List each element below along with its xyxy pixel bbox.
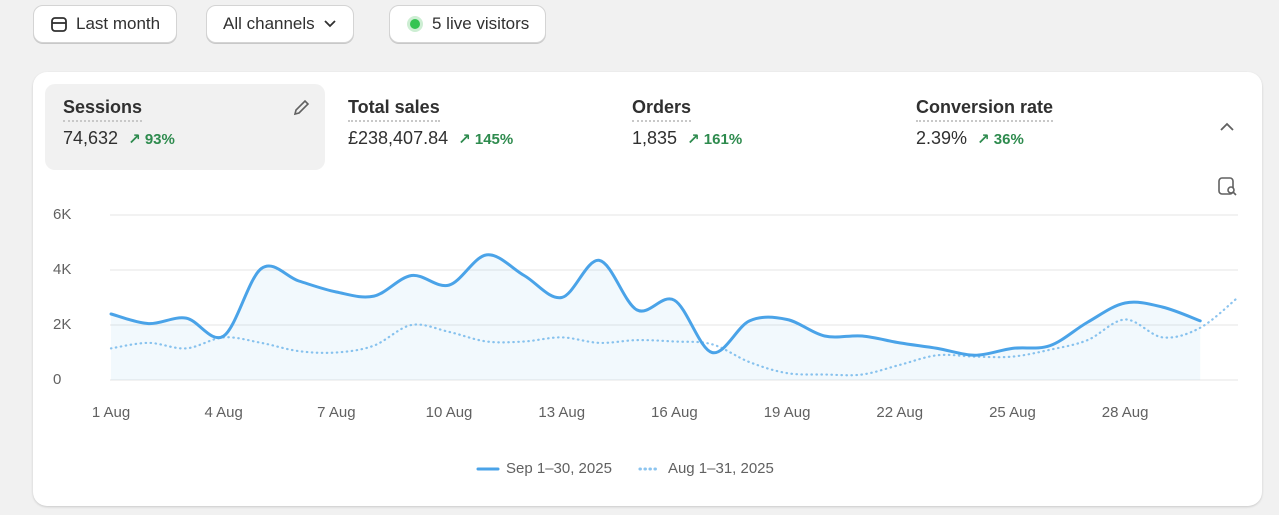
x-tick-label: 19 Aug — [764, 404, 811, 421]
metric-change-value: 161% — [703, 130, 743, 148]
live-visitors-label: 5 live visitors — [432, 14, 530, 33]
chevron-down — [324, 20, 336, 28]
y-tick-label: 0 — [53, 371, 61, 388]
channels-button[interactable]: All channels — [206, 5, 354, 43]
edit-icon[interactable] — [291, 98, 311, 118]
metric-change: ↗ 145% — [458, 130, 514, 148]
y-tick-label: 2K — [53, 316, 71, 333]
x-tick-label: 22 Aug — [876, 404, 923, 421]
x-tick-label: 28 Aug — [1102, 404, 1149, 421]
metric-tile[interactable]: Total sales £238,407.84 ↗ 145% — [330, 84, 610, 170]
metric-value: 1,835 — [632, 128, 678, 148]
calendar-icon — [51, 17, 67, 32]
x-tick-label: 4 Aug — [204, 404, 242, 421]
collapse-chevron[interactable] — [1218, 120, 1236, 134]
legend-label: Aug 1–31, 2025 — [668, 460, 774, 477]
metric-change: ↗ 36% — [977, 130, 1024, 148]
series-area — [111, 254, 1201, 380]
metric-tile[interactable]: Conversion rate 2.39% ↗ 36% — [898, 84, 1178, 170]
metric-tile[interactable]: Sessions 74,632 ↗ 93% — [45, 84, 325, 170]
legend-label: Sep 1–30, 2025 — [506, 460, 612, 477]
channels-label: All channels — [223, 14, 315, 33]
metric-change-value: 145% — [474, 130, 514, 148]
x-tick-label: 7 Aug — [317, 404, 355, 421]
live-dot — [407, 16, 423, 32]
metric-tile[interactable]: Orders 1,835 ↗ 161% — [614, 84, 894, 170]
metric-label: Orders — [632, 97, 692, 122]
metric-label: Total sales — [348, 97, 440, 122]
date-range-label: Last month — [76, 14, 161, 33]
metric-change: ↗ 93% — [128, 130, 175, 148]
x-tick-label: 25 Aug — [989, 404, 1036, 421]
y-tick-label: 4K — [53, 261, 71, 278]
x-tick-label: 10 Aug — [426, 404, 473, 421]
chart-settings-icon[interactable] — [1217, 176, 1239, 198]
metric-label: Conversion rate — [916, 97, 1054, 122]
x-tick-label: 16 Aug — [651, 404, 698, 421]
metric-change-value: 36% — [993, 130, 1024, 148]
metric-value: £238,407.84 — [348, 128, 449, 148]
metric-value: 2.39% — [916, 128, 968, 148]
y-tick-label: 6K — [53, 206, 71, 223]
metric-change-value: 93% — [144, 130, 175, 148]
x-tick-label: 13 Aug — [538, 404, 585, 421]
metric-value: 74,632 — [63, 128, 119, 148]
series-line — [109, 253, 1202, 357]
metric-change: ↗ 161% — [687, 130, 743, 148]
metric-label: Sessions — [63, 97, 143, 122]
x-tick-label: 1 Aug — [92, 404, 130, 421]
date-range-button[interactable]: Last month — [33, 5, 178, 43]
live-visitors-button[interactable]: 5 live visitors — [389, 5, 547, 43]
